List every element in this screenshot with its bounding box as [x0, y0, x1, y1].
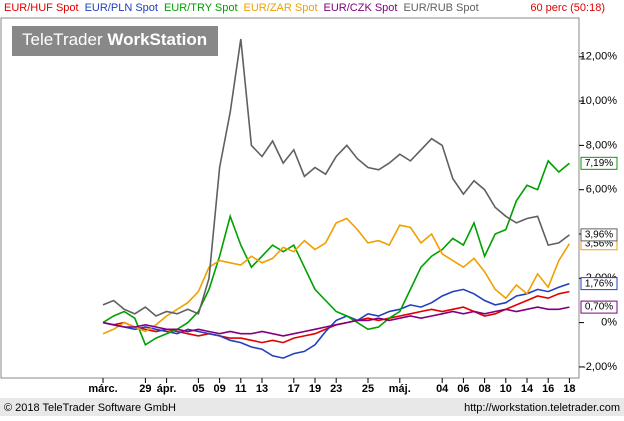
x-tick-label: 25: [362, 383, 374, 395]
watermark-box: [12, 26, 218, 56]
end-label: 3,96%: [585, 230, 613, 241]
y-tick-label: -2,00%: [582, 361, 617, 373]
end-label: 7,19%: [585, 158, 613, 169]
watermark-plain: TeleTrader: [22, 30, 107, 49]
x-tick-label: 16: [542, 383, 554, 395]
legend-entry: EUR/RUB Spot: [403, 2, 478, 14]
series-line: [102, 38, 570, 317]
end-label-box: [580, 300, 618, 314]
legend-entry: EUR/ZAR Spot: [244, 2, 318, 14]
x-tick-label: 05: [192, 383, 204, 395]
end-label: 0,70%: [585, 302, 613, 313]
x-tick-label: 18: [563, 383, 575, 395]
x-tick-label: márc.: [88, 383, 117, 395]
footer-bar: [0, 398, 624, 416]
x-tick-label: 10: [500, 383, 512, 395]
y-tick-label: 10,00%: [580, 95, 618, 107]
legend-entry: EUR/CZK Spot: [324, 2, 398, 14]
end-label: 3,56%: [585, 238, 613, 249]
x-tick-label: 04: [436, 383, 449, 395]
x-tick-label: 09: [213, 383, 225, 395]
x-tick-label: 13: [256, 383, 268, 395]
x-tick-label: 14: [521, 383, 534, 395]
legend-entry: EUR/TRY Spot: [164, 2, 238, 14]
y-tick-label: 0%: [601, 317, 617, 329]
x-tick-label: 29: [139, 383, 151, 395]
watermark: TeleTrader WorkStation: [22, 30, 207, 49]
footer-right: http://workstation.teletrader.com: [464, 402, 620, 414]
x-tick-label: 11: [235, 383, 247, 395]
legend-entry: EUR/PLN Spot: [85, 2, 158, 14]
y-tick-label: 12,00%: [580, 51, 618, 63]
x-tick-label: ápr.: [157, 383, 177, 395]
x-tick-label: 19: [309, 383, 321, 395]
x-tick-label: 08: [478, 383, 490, 395]
interval: 60 perc (50:18): [530, 2, 605, 14]
series-line: [102, 159, 570, 346]
end-label-box: [580, 277, 618, 291]
legend-entry: EUR/HUF Spot: [4, 2, 79, 14]
y-tick-label: 6,00%: [586, 184, 617, 196]
x-tick-label: 23: [330, 383, 342, 395]
end-label-box: [580, 228, 618, 242]
series-line: [102, 282, 570, 359]
series-line: [102, 217, 571, 335]
x-tick-label: máj.: [389, 383, 411, 395]
footer-left: © 2018 TeleTrader Software GmbH: [4, 402, 176, 414]
watermark-bold: WorkStation: [107, 30, 207, 49]
y-tick-label: 8,00%: [586, 139, 617, 151]
x-tick-label: 06: [457, 383, 469, 395]
series-line: [102, 306, 570, 337]
end-label: 1,76%: [585, 278, 613, 289]
x-tick-label: 17: [288, 383, 300, 395]
plot-frame: [0, 17, 580, 379]
end-label-box: [580, 156, 618, 170]
